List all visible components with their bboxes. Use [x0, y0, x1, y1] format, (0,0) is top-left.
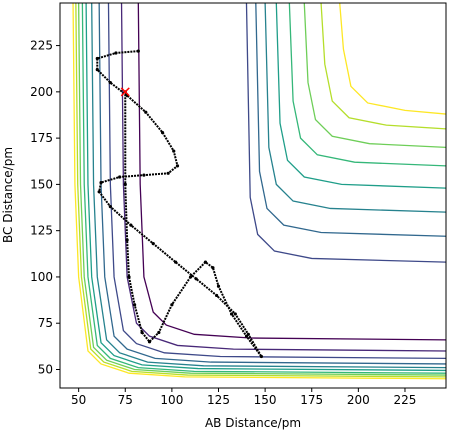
x-tick-label: 225	[394, 393, 417, 407]
contour-line	[77, 3, 446, 376]
trajectory-point	[215, 293, 219, 298]
y-tick-label: 175	[30, 131, 53, 145]
contour-line	[339, 3, 446, 115]
y-tick-label: 100	[30, 270, 53, 284]
contour-line	[320, 3, 446, 130]
trajectory-point	[129, 223, 133, 227]
contour-line	[255, 3, 446, 237]
trajectory-point	[127, 275, 131, 279]
x-tick-label: 200	[347, 393, 370, 407]
trajectory-point	[170, 303, 174, 307]
contour-line	[91, 3, 446, 369]
trajectory-point	[142, 173, 146, 177]
trajectory-point	[140, 330, 144, 335]
trajectory-point	[118, 175, 122, 179]
trajectory-point	[259, 354, 263, 359]
contour-line	[72, 3, 446, 380]
trajectory-point	[147, 340, 152, 344]
trajectory-point	[95, 68, 99, 72]
trajectory-point	[132, 303, 137, 307]
contour-line	[303, 3, 446, 149]
y-tick-label: 150	[30, 177, 53, 191]
trajectory-point	[203, 260, 208, 264]
trajectory-point	[114, 51, 118, 55]
trajectory-point	[174, 260, 178, 264]
trajectory-point	[216, 284, 221, 288]
contour-line	[288, 3, 446, 167]
trajectory-point	[211, 266, 215, 270]
y-tick-label: 125	[30, 224, 53, 238]
plot-area	[72, 3, 446, 380]
x-axis-label: AB Distance/pm	[205, 416, 301, 430]
trajectory-point	[99, 180, 103, 185]
x-tick-label: 75	[118, 393, 133, 407]
trajectory-point	[172, 149, 176, 153]
trajectory-line	[96, 50, 263, 358]
trajectory-point	[157, 330, 161, 335]
y-tick-label: 200	[30, 85, 53, 99]
trajectory-point	[166, 171, 170, 175]
trajectory-point	[125, 238, 129, 242]
axes-frame	[59, 2, 447, 389]
y-axis-label: BC Distance/pm	[1, 147, 15, 243]
contour-line	[275, 3, 446, 189]
y-tick-label: 50	[38, 362, 53, 376]
x-tick-label: 150	[254, 393, 277, 407]
trajectory-point	[108, 205, 112, 209]
contour-line	[137, 3, 446, 341]
contour-line	[264, 3, 446, 213]
contour-line	[98, 3, 446, 365]
start-marker	[120, 87, 130, 97]
trajectory-point	[136, 49, 140, 53]
trajectory-point	[233, 312, 237, 316]
trajectory-point	[144, 110, 148, 114]
trajectory-point	[175, 164, 180, 168]
trajectory-point	[97, 190, 101, 194]
trajectory-point	[229, 312, 234, 316]
contour-line	[75, 3, 446, 378]
x-tick-label: 100	[160, 393, 183, 407]
y-tick-label: 225	[30, 39, 53, 53]
trajectory-point	[244, 334, 249, 338]
trajectory-point	[151, 242, 155, 246]
trajectory-point	[194, 277, 198, 281]
trajectory-point	[123, 182, 127, 186]
x-tick-label: 50	[71, 393, 86, 407]
contour-line	[81, 3, 446, 374]
trajectory-point	[160, 130, 165, 135]
contour-line	[85, 3, 446, 372]
contour-line	[245, 3, 446, 263]
y-tick-label: 75	[38, 316, 53, 330]
x-tick-label: 175	[300, 393, 323, 407]
trajectory-point	[188, 275, 193, 279]
trajectory-point	[108, 80, 112, 85]
contour-line	[107, 3, 446, 360]
contour-line	[120, 3, 446, 352]
x-tick-label: 125	[207, 393, 230, 407]
trajectory-point	[95, 56, 99, 61]
